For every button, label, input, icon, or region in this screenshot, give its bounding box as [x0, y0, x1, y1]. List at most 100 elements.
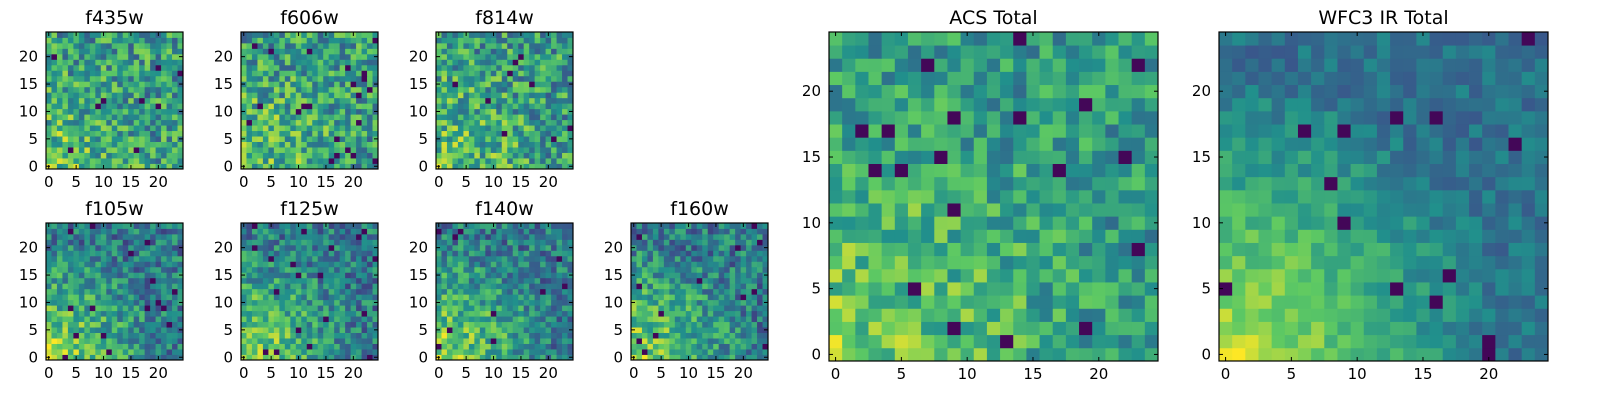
heatmap-cell — [111, 163, 118, 170]
heatmap-cell — [361, 70, 368, 77]
heatmap-cell — [518, 261, 525, 268]
heatmap-cell — [122, 125, 129, 132]
heatmap-cell — [367, 37, 373, 44]
heatmap-cell — [100, 64, 107, 71]
heatmap-cell — [161, 92, 167, 99]
heatmap-cell — [46, 332, 52, 339]
heatmap-cell — [67, 310, 74, 317]
heatmap-cell — [529, 349, 536, 355]
heatmap-cell — [485, 327, 492, 333]
heatmap-cell — [67, 327, 74, 333]
heatmap-cell — [501, 119, 508, 126]
heatmap-cell — [345, 239, 351, 246]
heatmap-cell — [842, 242, 856, 257]
heatmap-cell — [663, 244, 670, 251]
heatmap-cell — [84, 239, 91, 246]
heatmap-cell — [46, 233, 52, 240]
heatmap-cell — [111, 130, 118, 137]
heatmap-cell — [117, 108, 124, 115]
heatmap-cell — [457, 272, 464, 279]
heatmap-cell — [241, 64, 247, 71]
heatmap-cell — [1039, 163, 1054, 178]
panel-title: f814w — [475, 7, 534, 29]
heatmap-cell — [122, 48, 129, 55]
heatmap-cell — [301, 288, 308, 295]
heatmap-cell — [567, 158, 574, 164]
heatmap-cell — [529, 316, 536, 323]
heatmap-cell — [446, 152, 453, 159]
heatmap-cell — [468, 250, 475, 257]
heatmap-cell — [284, 343, 291, 350]
heatmap-cell — [350, 92, 357, 99]
heatmap-cell — [328, 136, 335, 142]
heatmap-cell — [106, 327, 113, 333]
y-tick-label: 0 — [223, 157, 233, 175]
heatmap-cell — [921, 189, 935, 204]
heatmap-cell — [177, 152, 184, 159]
heatmap-cell — [556, 299, 563, 306]
heatmap-cell — [696, 316, 703, 323]
heatmap-cell — [51, 152, 58, 159]
heatmap-cell — [257, 228, 264, 235]
heatmap-cell — [436, 233, 442, 240]
heatmap-cell — [507, 136, 514, 142]
heatmap-cell — [567, 316, 574, 323]
heatmap-cell — [934, 163, 948, 178]
heatmap-cell — [56, 81, 63, 88]
heatmap-cell — [452, 70, 459, 77]
heatmap-cell — [317, 125, 324, 132]
heatmap-cell — [128, 250, 135, 257]
heatmap-cell — [757, 283, 763, 290]
heatmap-cell — [696, 310, 703, 317]
heatmap-cell — [155, 125, 162, 132]
heatmap-cell — [339, 108, 346, 115]
heatmap-cell — [641, 250, 648, 257]
heatmap-cell — [674, 294, 681, 301]
heatmap-cell — [556, 75, 563, 82]
heatmap-cell — [84, 277, 91, 284]
heatmap-cell — [1013, 308, 1027, 322]
heatmap-cell — [95, 305, 102, 312]
heatmap-cell — [73, 42, 80, 49]
heatmap-cell — [562, 349, 568, 355]
heatmap-cell — [367, 81, 373, 88]
heatmap-cell — [161, 48, 167, 55]
heatmap-cell — [735, 283, 741, 290]
heatmap-cell — [122, 349, 129, 355]
heatmap-cell — [334, 48, 341, 55]
heatmap-cell — [724, 228, 731, 235]
heatmap-cell — [658, 327, 665, 333]
heatmap-cell — [680, 354, 687, 361]
heatmap-cell — [652, 327, 659, 333]
heatmap-cell — [323, 321, 330, 328]
heatmap-cell — [128, 228, 135, 235]
heatmap-cell — [436, 130, 442, 137]
heatmap-cell — [122, 316, 129, 323]
heatmap-cell — [474, 48, 481, 55]
heatmap-cell — [62, 228, 69, 235]
heatmap-cell — [89, 261, 96, 268]
heatmap-cell — [306, 321, 313, 328]
heatmap-cell — [350, 53, 357, 60]
heatmap-cell — [284, 75, 291, 82]
heatmap-cell — [111, 70, 118, 77]
heatmap-cell — [729, 316, 736, 323]
heatmap-cell — [262, 64, 269, 71]
heatmap-cell — [51, 338, 58, 344]
heatmap-cell — [479, 119, 486, 126]
heatmap-cell — [106, 75, 113, 82]
heatmap-cell — [441, 92, 448, 99]
heatmap-cell — [295, 277, 302, 284]
heatmap-cell — [295, 310, 302, 317]
heatmap-cell — [166, 261, 173, 268]
heatmap-cell — [345, 288, 351, 295]
heatmap-cell — [312, 294, 319, 301]
heatmap-cell — [457, 250, 464, 257]
heatmap-cell — [523, 130, 530, 137]
heatmap-cell — [1026, 321, 1040, 336]
heatmap-cell — [100, 147, 107, 153]
heatmap-cell — [78, 288, 85, 295]
heatmap-cell — [551, 310, 557, 317]
heatmap-cell — [106, 233, 113, 240]
